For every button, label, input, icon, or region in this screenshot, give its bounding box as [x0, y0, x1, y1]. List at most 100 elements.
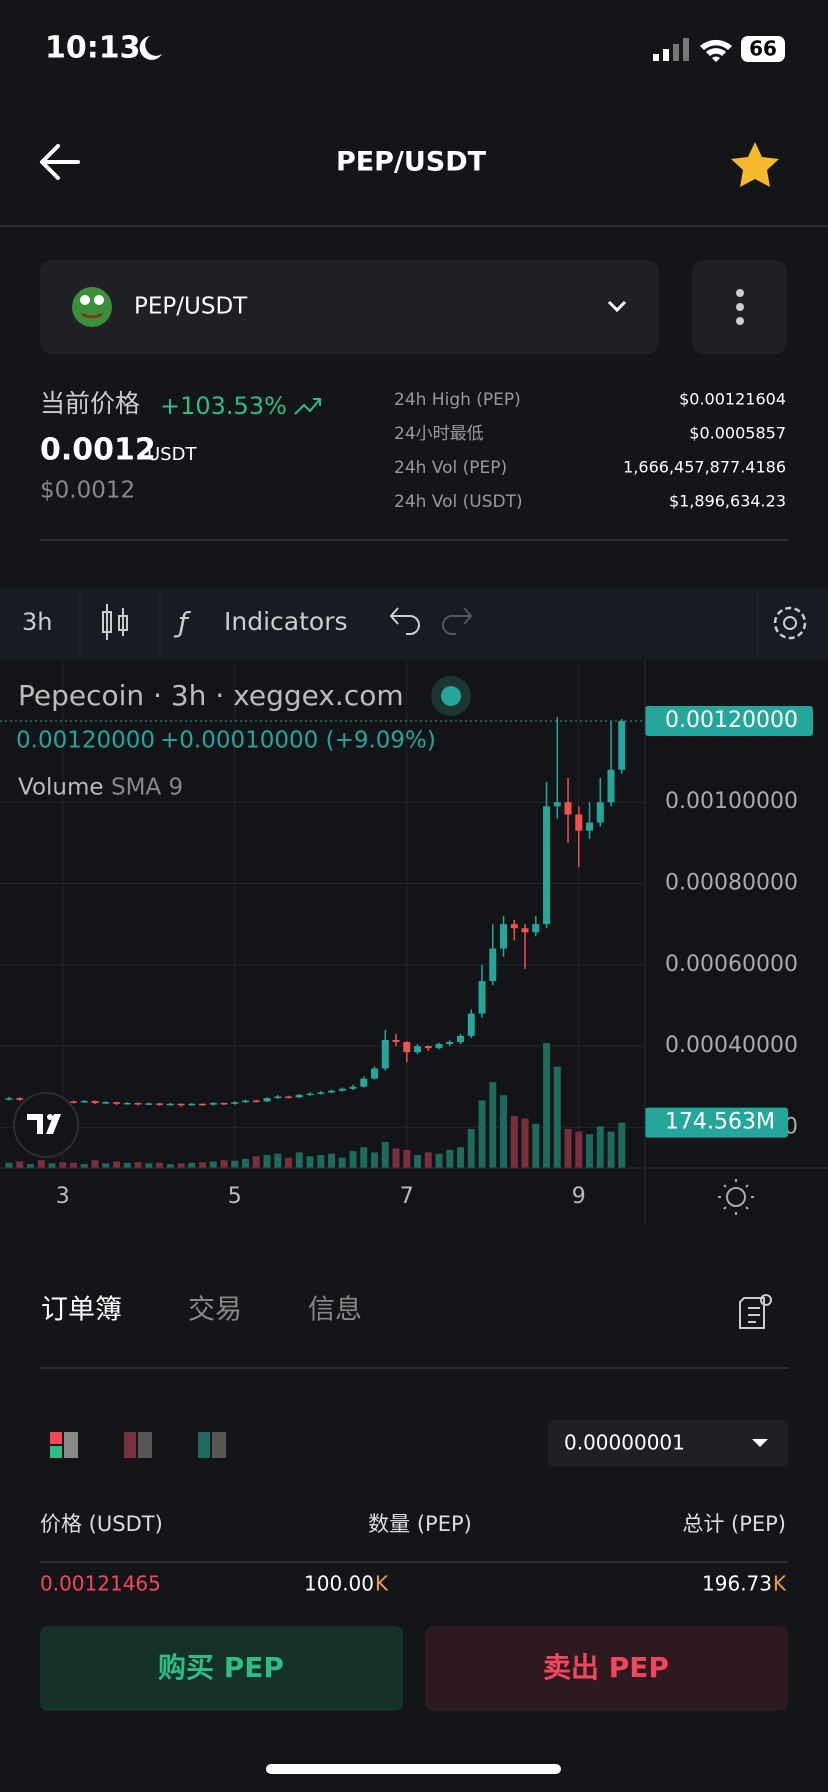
- redo-button[interactable]: [442, 607, 473, 635]
- favorite-star[interactable]: [731, 142, 779, 187]
- history-icon[interactable]: [739, 1294, 772, 1329]
- candle-body: [457, 1035, 465, 1043]
- wifi-icon: [700, 39, 732, 62]
- candle-body: [596, 802, 604, 823]
- candle-body: [328, 1090, 336, 1093]
- chart: 3 5 7 9 0.00100000 0.00080000 0.00060000 0.0004…: [0, 660, 813, 1209]
- view-both[interactable]: [50, 1432, 78, 1458]
- view-asks[interactable]: [124, 1432, 152, 1458]
- settings-button[interactable]: [773, 606, 807, 640]
- candle-body: [478, 981, 486, 1014]
- volume-bar: [510, 1116, 518, 1168]
- volume-bar: [70, 1162, 78, 1168]
- volume-bar: [199, 1162, 207, 1168]
- tab-active[interactable]: 订单簿: [41, 1295, 122, 1326]
- battery-icon: [741, 36, 785, 62]
- volume-bar: [220, 1160, 228, 1168]
- candle-body: [80, 1100, 88, 1103]
- candle-body: [338, 1088, 346, 1091]
- column-header: 价格 (USDT): [40, 1512, 163, 1536]
- volume-bar: [317, 1155, 325, 1168]
- stat-label: 24h High (PEP): [394, 390, 521, 410]
- interval-button[interactable]: 3h: [22, 608, 52, 636]
- candle-body: [252, 1100, 260, 1103]
- trend-icon: [294, 398, 321, 415]
- candle-body: [349, 1086, 357, 1089]
- volume-bar: [392, 1148, 400, 1168]
- precision-value: 0.00000001: [564, 1431, 685, 1455]
- undo-button[interactable]: [389, 607, 420, 635]
- volume-bar: [134, 1162, 142, 1168]
- volume-bar: [102, 1163, 110, 1168]
- candle-body: [414, 1046, 422, 1053]
- volume-bar: [553, 1066, 561, 1168]
- volume-bar: [113, 1161, 121, 1168]
- sell-label: 卖出 PEP: [543, 1651, 669, 1684]
- candle-body: [543, 806, 551, 925]
- volume-bar: [446, 1149, 454, 1168]
- more-dots: [736, 289, 744, 325]
- back-button[interactable]: [40, 144, 80, 180]
- view-bids[interactable]: [198, 1432, 226, 1458]
- candle-body: [618, 720, 626, 770]
- x-tick-label: 3: [56, 1184, 70, 1209]
- precision-select[interactable]: [548, 1420, 788, 1467]
- y-tick-label: 0.00080000: [665, 871, 798, 896]
- volume-bar: [37, 1160, 45, 1168]
- candle-body: [424, 1046, 432, 1049]
- candle-body: [231, 1102, 239, 1104]
- status-time: 10:13: [45, 31, 141, 66]
- chart-title: Pepecoin · 3h · xeggex.com: [18, 679, 404, 712]
- volume-bar: [328, 1153, 336, 1168]
- candle-body: [177, 1103, 185, 1106]
- buy-label: 购买 PEP: [158, 1651, 284, 1684]
- candle-body: [510, 924, 518, 929]
- candle-body: [123, 1102, 131, 1105]
- volume-bar: [177, 1163, 185, 1168]
- candle-body: [381, 1039, 389, 1069]
- tab[interactable]: 交易: [188, 1295, 242, 1326]
- ask-amount: 100.00: [304, 1572, 374, 1596]
- pair-selector[interactable]: [40, 260, 659, 354]
- stats: 24h High (PEP) $0.00121604 24小时最低 $0.000585…: [394, 390, 786, 513]
- volume-bar: [435, 1153, 443, 1168]
- volume-title: Volume: [18, 775, 104, 801]
- pair-avatar: [72, 287, 112, 327]
- candle-body: [16, 1098, 24, 1100]
- candle-body: [435, 1044, 443, 1049]
- battery-level: 66: [749, 37, 777, 61]
- volume-bar: [263, 1155, 271, 1168]
- candle-body: [91, 1100, 99, 1103]
- candle-body: [285, 1096, 293, 1098]
- tab[interactable]: 信息: [308, 1295, 362, 1326]
- moon-icon: [139, 36, 162, 60]
- volume-bar: [371, 1152, 379, 1168]
- volume-bar: [575, 1131, 583, 1168]
- buy-button[interactable]: [40, 1626, 403, 1711]
- stat-value: 1,666,457,877.4186: [623, 458, 786, 477]
- column-header: 总计 (PEP): [682, 1512, 786, 1536]
- y-tick-label: 0.00040000: [665, 1033, 798, 1058]
- price-change: +103.53%: [160, 392, 287, 420]
- volume-bar: [414, 1155, 422, 1168]
- last-volume-box: [645, 1107, 788, 1138]
- volume-sma: SMA 9: [111, 775, 183, 801]
- candle-type-button[interactable]: [102, 604, 128, 640]
- legend-change: +0.00010000 (+9.09%): [160, 728, 436, 754]
- ask-amount-unit: K: [375, 1572, 389, 1596]
- candle-body: [263, 1098, 271, 1102]
- time-zone-button[interactable]: [718, 1179, 754, 1215]
- volume-bar: [564, 1129, 572, 1168]
- stat-value: $0.00121604: [679, 390, 786, 409]
- candle-body: [5, 1098, 13, 1100]
- sell-button[interactable]: [425, 1626, 788, 1711]
- volume-bar: [586, 1134, 594, 1168]
- volume-bar: [274, 1153, 282, 1168]
- volume-bar: [489, 1082, 497, 1168]
- column-header: 数量 (PEP): [368, 1512, 472, 1536]
- indicators-button[interactable]: Indicators: [224, 607, 348, 636]
- volume-bar: [306, 1156, 314, 1168]
- volume-bar: [521, 1118, 529, 1168]
